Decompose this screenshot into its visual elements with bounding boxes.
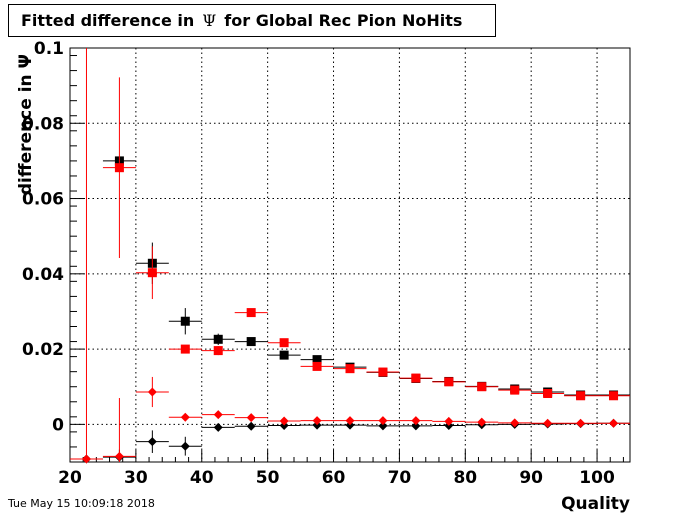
axis-labels: 20 30 40 50 60 70 80 90 100 0 0.02 0.04 0.06 0.08 0.1 Q…: [16, 39, 630, 514]
chart-title-symbol: Ψ: [202, 11, 217, 30]
data-point: [180, 412, 190, 422]
data-point: [81, 454, 91, 464]
x-tick-label: 80: [453, 468, 477, 488]
data-point: [609, 418, 619, 428]
data-point: [246, 413, 256, 423]
y-axis-label: difference in Ψ: [16, 54, 36, 195]
grid: [70, 47, 630, 462]
data-point: [345, 364, 355, 374]
y-tick-label: 0.02: [22, 340, 64, 360]
y-tick-label: 0.1: [34, 39, 64, 59]
data-point: [378, 421, 388, 431]
data-point: [279, 420, 289, 430]
data-point: [213, 422, 223, 432]
data-point: [312, 361, 322, 371]
data-point: [543, 418, 553, 428]
series-4: [70, 48, 630, 464]
data-point: [246, 308, 256, 318]
data-point: [180, 316, 190, 326]
chart-title: Fitted difference in Ψ for Global Rec Pi…: [8, 4, 496, 37]
y-tick-label: 0.06: [22, 190, 64, 210]
data-point: [279, 416, 289, 426]
data-point: [147, 268, 157, 278]
data-point: [378, 367, 388, 377]
x-axis-label: Quality: [561, 494, 630, 514]
data-point: [543, 389, 553, 399]
x-tick-label: 50: [256, 468, 280, 488]
x-tick-label: 90: [519, 468, 543, 488]
data-point: [411, 421, 421, 431]
series-2: [102, 77, 630, 401]
data-point: [345, 420, 355, 430]
data-point: [147, 437, 157, 447]
x-tick-label: 40: [190, 468, 214, 488]
data-point: [576, 418, 586, 428]
data-point: [180, 441, 190, 451]
data-point: [279, 350, 289, 360]
data-point: [114, 451, 124, 461]
data-point: [510, 385, 520, 395]
data-point: [477, 382, 487, 392]
x-tick-label: 70: [388, 468, 412, 488]
data-point: [312, 420, 322, 430]
y-tick-label: 0: [52, 415, 64, 435]
timestamp: Tue May 15 10:09:18 2018: [8, 497, 155, 510]
data-point: [312, 416, 322, 426]
data-point: [510, 418, 520, 428]
data-point: [477, 417, 487, 427]
data-point: [246, 421, 256, 431]
data-point: [411, 416, 421, 426]
data-point: [411, 373, 421, 383]
chart-title-prefix: Fitted difference in: [21, 11, 195, 30]
y-tick-label: 0.08: [22, 114, 64, 134]
data-point: [378, 416, 388, 426]
data-point: [279, 338, 289, 348]
chart-title-suffix: for Global Rec Pion NoHits: [224, 11, 463, 30]
data-point: [444, 377, 454, 387]
data-point: [213, 334, 223, 344]
data-point: [114, 163, 124, 173]
data-point: [609, 391, 619, 401]
data-series: [70, 48, 630, 464]
data-point: [147, 387, 157, 397]
data-point: [246, 337, 256, 347]
data-point: [444, 416, 454, 426]
data-point: [576, 391, 586, 401]
data-point: [345, 416, 355, 426]
series-1: [102, 156, 630, 400]
data-point: [213, 410, 223, 420]
data-point: [312, 355, 322, 365]
x-tick-label: 30: [124, 468, 148, 488]
data-point: [213, 346, 223, 356]
plot-frame: [69, 47, 631, 463]
data-point: [180, 344, 190, 354]
x-tick-label: 20: [58, 468, 82, 488]
x-tick-label: 60: [322, 468, 346, 488]
x-tick-label: 100: [579, 468, 615, 488]
axis-ticks: [69, 47, 624, 463]
y-tick-label: 0.04: [22, 265, 64, 285]
